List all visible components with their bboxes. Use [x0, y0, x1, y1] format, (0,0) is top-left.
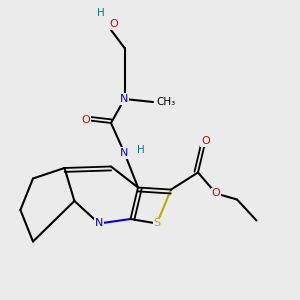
Text: N: N: [120, 94, 129, 104]
Text: O: O: [212, 188, 220, 199]
Text: CH₃: CH₃: [157, 97, 176, 107]
Text: H: H: [97, 8, 104, 19]
Text: O: O: [81, 115, 90, 125]
Text: O: O: [201, 136, 210, 146]
Text: N: N: [95, 218, 103, 229]
Text: H: H: [137, 145, 145, 155]
Text: S: S: [153, 218, 161, 229]
Text: N: N: [120, 148, 129, 158]
Text: O: O: [110, 19, 118, 29]
